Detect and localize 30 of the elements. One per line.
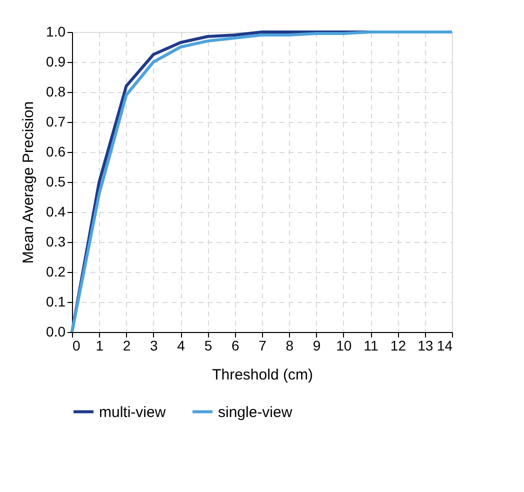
x-tick-label: 7 xyxy=(258,338,267,354)
y-tick-label: 0.1 xyxy=(46,294,66,310)
x-axis-title: Threshold (cm) xyxy=(212,366,313,384)
y-tick-label: 1.0 xyxy=(46,24,66,40)
y-tick-label: 0.6 xyxy=(46,144,66,160)
x-tick-label: 2 xyxy=(122,338,131,354)
x-tick-label: 4 xyxy=(177,338,186,354)
x-tick-label: 14 xyxy=(436,338,453,354)
y-tick-label: 0.3 xyxy=(46,234,66,250)
y-tick-label: 0.2 xyxy=(46,264,66,280)
x-tick-label: 11 xyxy=(364,338,379,354)
y-tick-label: 0.4 xyxy=(46,204,66,220)
x-tick-label: 10 xyxy=(336,338,352,354)
x-tick-label: 5 xyxy=(204,338,212,354)
x-tick-label: 0 xyxy=(72,338,80,354)
x-tick-label: 3 xyxy=(150,338,158,354)
x-tick-label: 12 xyxy=(390,338,406,354)
y-tick-label: 0.9 xyxy=(46,54,66,70)
x-tick-label: 13 xyxy=(418,338,434,354)
y-axis-title: Mean Average Precision xyxy=(20,101,38,264)
x-tick-label: 1 xyxy=(96,338,104,354)
legend-label: multi-view xyxy=(99,404,166,421)
x-tick-label: 9 xyxy=(312,338,321,354)
y-tick-label: 0.0 xyxy=(46,324,66,340)
x-tick-label: 6 xyxy=(231,338,240,354)
legend-label: single-view xyxy=(218,404,292,421)
y-tick-label: 0.7 xyxy=(46,114,66,130)
y-tick-label: 0.5 xyxy=(46,174,66,190)
y-tick-label: 0.8 xyxy=(46,84,66,100)
x-tick-label: 8 xyxy=(286,338,294,354)
